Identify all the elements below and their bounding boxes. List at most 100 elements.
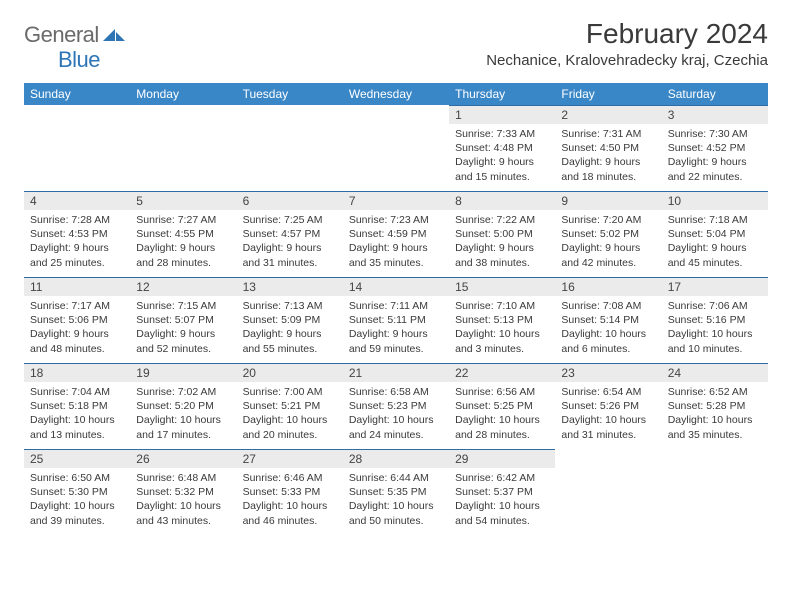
day-detail-line: Sunset: 5:25 PM bbox=[455, 399, 549, 413]
day-detail-line: Daylight: 9 hours bbox=[668, 155, 762, 169]
day-detail-line: Daylight: 9 hours bbox=[561, 155, 655, 169]
day-number: 5 bbox=[130, 191, 236, 210]
day-number: 10 bbox=[662, 191, 768, 210]
weekday-header: Friday bbox=[555, 83, 661, 105]
day-number: 17 bbox=[662, 277, 768, 296]
day-detail-line: Sunrise: 6:44 AM bbox=[349, 471, 443, 485]
day-detail-line: Sunrise: 7:08 AM bbox=[561, 299, 655, 313]
day-detail-line: and 24 minutes. bbox=[349, 428, 443, 442]
day-detail-line: Sunrise: 7:10 AM bbox=[455, 299, 549, 313]
calendar-cell: 22Sunrise: 6:56 AMSunset: 5:25 PMDayligh… bbox=[449, 363, 555, 449]
day-number: 9 bbox=[555, 191, 661, 210]
day-details: Sunrise: 7:00 AMSunset: 5:21 PMDaylight:… bbox=[237, 382, 343, 446]
day-detail-line: Sunset: 5:35 PM bbox=[349, 485, 443, 499]
calendar-cell: 7Sunrise: 7:23 AMSunset: 4:59 PMDaylight… bbox=[343, 191, 449, 277]
calendar-row: 4Sunrise: 7:28 AMSunset: 4:53 PMDaylight… bbox=[24, 191, 768, 277]
day-detail-line: Sunrise: 6:42 AM bbox=[455, 471, 549, 485]
day-detail-line: Sunrise: 6:52 AM bbox=[668, 385, 762, 399]
day-detail-line: Daylight: 9 hours bbox=[561, 241, 655, 255]
day-number: 21 bbox=[343, 363, 449, 382]
day-number: 25 bbox=[24, 449, 130, 468]
day-detail-line: Daylight: 9 hours bbox=[455, 155, 549, 169]
calendar-cell: 1Sunrise: 7:33 AMSunset: 4:48 PMDaylight… bbox=[449, 105, 555, 191]
day-detail-line: and 38 minutes. bbox=[455, 256, 549, 270]
day-detail-line: and 31 minutes. bbox=[243, 256, 337, 270]
day-detail-line: Sunset: 5:14 PM bbox=[561, 313, 655, 327]
day-number: 2 bbox=[555, 105, 661, 124]
calendar-cell: 15Sunrise: 7:10 AMSunset: 5:13 PMDayligh… bbox=[449, 277, 555, 363]
calendar-cell-empty bbox=[24, 105, 130, 191]
day-detail-line: Daylight: 10 hours bbox=[455, 499, 549, 513]
calendar-row: 11Sunrise: 7:17 AMSunset: 5:06 PMDayligh… bbox=[24, 277, 768, 363]
day-number: 24 bbox=[662, 363, 768, 382]
day-detail-line: Sunset: 5:32 PM bbox=[136, 485, 230, 499]
day-detail-line: Daylight: 9 hours bbox=[455, 241, 549, 255]
day-detail-line: Sunset: 4:48 PM bbox=[455, 141, 549, 155]
calendar-cell-empty bbox=[130, 105, 236, 191]
day-detail-line: Sunrise: 7:28 AM bbox=[30, 213, 124, 227]
calendar-cell: 26Sunrise: 6:48 AMSunset: 5:32 PMDayligh… bbox=[130, 449, 236, 535]
day-detail-line: Sunset: 4:59 PM bbox=[349, 227, 443, 241]
day-details: Sunrise: 6:46 AMSunset: 5:33 PMDaylight:… bbox=[237, 468, 343, 532]
day-number: 4 bbox=[24, 191, 130, 210]
calendar-cell: 25Sunrise: 6:50 AMSunset: 5:30 PMDayligh… bbox=[24, 449, 130, 535]
day-detail-line: and 17 minutes. bbox=[136, 428, 230, 442]
day-number: 18 bbox=[24, 363, 130, 382]
day-detail-line: and 35 minutes. bbox=[349, 256, 443, 270]
calendar-cell: 6Sunrise: 7:25 AMSunset: 4:57 PMDaylight… bbox=[237, 191, 343, 277]
day-number: 22 bbox=[449, 363, 555, 382]
day-detail-line: and 13 minutes. bbox=[30, 428, 124, 442]
day-number: 29 bbox=[449, 449, 555, 468]
day-detail-line: Sunset: 5:06 PM bbox=[30, 313, 124, 327]
day-detail-line: Daylight: 9 hours bbox=[349, 241, 443, 255]
day-detail-line: Sunrise: 7:04 AM bbox=[30, 385, 124, 399]
day-detail-line: and 3 minutes. bbox=[455, 342, 549, 356]
day-detail-line: Sunrise: 7:15 AM bbox=[136, 299, 230, 313]
day-detail-line: and 28 minutes. bbox=[136, 256, 230, 270]
day-detail-line: Sunrise: 7:27 AM bbox=[136, 213, 230, 227]
day-detail-line: Sunset: 4:52 PM bbox=[668, 141, 762, 155]
day-details: Sunrise: 7:28 AMSunset: 4:53 PMDaylight:… bbox=[24, 210, 130, 274]
day-detail-line: Daylight: 10 hours bbox=[136, 413, 230, 427]
calendar-cell: 24Sunrise: 6:52 AMSunset: 5:28 PMDayligh… bbox=[662, 363, 768, 449]
day-details: Sunrise: 7:27 AMSunset: 4:55 PMDaylight:… bbox=[130, 210, 236, 274]
day-details: Sunrise: 6:48 AMSunset: 5:32 PMDaylight:… bbox=[130, 468, 236, 532]
day-detail-line: Daylight: 9 hours bbox=[30, 241, 124, 255]
day-details: Sunrise: 7:30 AMSunset: 4:52 PMDaylight:… bbox=[662, 124, 768, 188]
day-details: Sunrise: 7:02 AMSunset: 5:20 PMDaylight:… bbox=[130, 382, 236, 446]
month-title: February 2024 bbox=[486, 18, 768, 50]
day-details: Sunrise: 7:04 AMSunset: 5:18 PMDaylight:… bbox=[24, 382, 130, 446]
day-detail-line: Sunset: 5:37 PM bbox=[455, 485, 549, 499]
day-detail-line: Daylight: 10 hours bbox=[349, 413, 443, 427]
calendar-cell: 11Sunrise: 7:17 AMSunset: 5:06 PMDayligh… bbox=[24, 277, 130, 363]
day-detail-line: Sunset: 4:57 PM bbox=[243, 227, 337, 241]
day-details: Sunrise: 7:08 AMSunset: 5:14 PMDaylight:… bbox=[555, 296, 661, 360]
day-detail-line: Sunset: 5:20 PM bbox=[136, 399, 230, 413]
day-detail-line: Daylight: 10 hours bbox=[668, 327, 762, 341]
day-detail-line: and 59 minutes. bbox=[349, 342, 443, 356]
day-detail-line: Sunrise: 6:46 AM bbox=[243, 471, 337, 485]
day-details: Sunrise: 7:33 AMSunset: 4:48 PMDaylight:… bbox=[449, 124, 555, 188]
day-detail-line: Daylight: 10 hours bbox=[243, 499, 337, 513]
title-block: February 2024 Nechanice, Kralovehradecky… bbox=[486, 18, 768, 69]
day-number: 14 bbox=[343, 277, 449, 296]
day-detail-line: Daylight: 10 hours bbox=[561, 413, 655, 427]
day-detail-line: Sunset: 5:26 PM bbox=[561, 399, 655, 413]
day-detail-line: and 55 minutes. bbox=[243, 342, 337, 356]
day-details: Sunrise: 6:58 AMSunset: 5:23 PMDaylight:… bbox=[343, 382, 449, 446]
calendar-cell: 4Sunrise: 7:28 AMSunset: 4:53 PMDaylight… bbox=[24, 191, 130, 277]
day-details: Sunrise: 7:22 AMSunset: 5:00 PMDaylight:… bbox=[449, 210, 555, 274]
calendar-row: 25Sunrise: 6:50 AMSunset: 5:30 PMDayligh… bbox=[24, 449, 768, 535]
day-detail-line: Sunrise: 7:33 AM bbox=[455, 127, 549, 141]
weekday-header: Sunday bbox=[24, 83, 130, 105]
calendar-cell: 17Sunrise: 7:06 AMSunset: 5:16 PMDayligh… bbox=[662, 277, 768, 363]
day-detail-line: Sunset: 5:28 PM bbox=[668, 399, 762, 413]
day-number: 19 bbox=[130, 363, 236, 382]
calendar-row: 18Sunrise: 7:04 AMSunset: 5:18 PMDayligh… bbox=[24, 363, 768, 449]
day-number: 28 bbox=[343, 449, 449, 468]
day-number: 20 bbox=[237, 363, 343, 382]
day-detail-line: and 18 minutes. bbox=[561, 170, 655, 184]
day-detail-line: and 10 minutes. bbox=[668, 342, 762, 356]
day-detail-line: Sunset: 5:30 PM bbox=[30, 485, 124, 499]
day-detail-line: Daylight: 10 hours bbox=[349, 499, 443, 513]
